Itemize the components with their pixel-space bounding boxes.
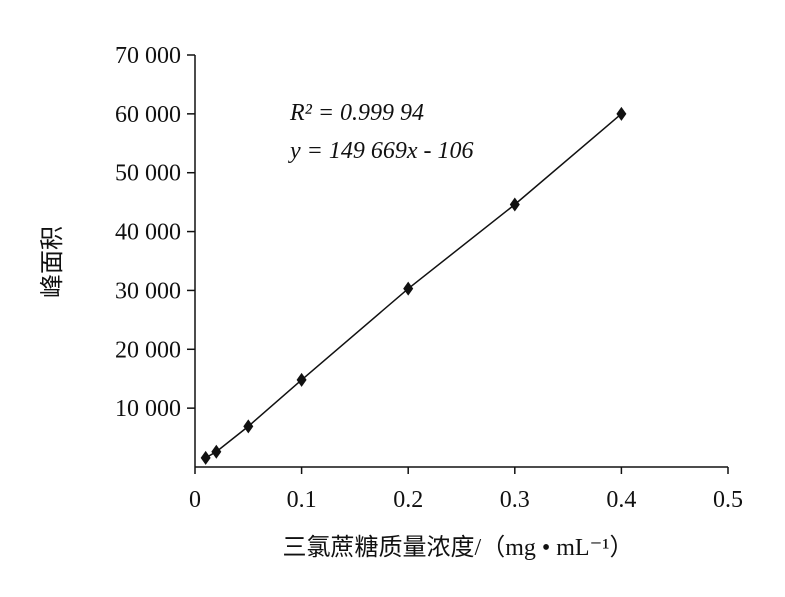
fit-line (205, 113, 622, 459)
x-tick-label: 0.3 (500, 487, 530, 513)
x-tick-label: 0 (189, 487, 201, 513)
point (616, 106, 627, 121)
x-tick-label: 0.1 (287, 487, 317, 513)
point (403, 281, 414, 296)
y-tick-label: 60 000 (115, 102, 181, 128)
x-tick-label: 0.4 (606, 487, 636, 513)
point (296, 372, 307, 387)
point (243, 419, 254, 434)
y-tick-label: 10 000 (115, 396, 181, 422)
point (211, 444, 222, 459)
x-tick-label: 0.2 (393, 487, 423, 513)
y-tick-label: 20 000 (115, 337, 181, 363)
x-axis-label: 三氯蔗糖质量浓度/（mg • mL⁻¹） (283, 534, 634, 561)
y-tick-label: 70 000 (115, 43, 181, 69)
x-tick-label: 0.5 (713, 487, 743, 513)
y-tick-label: 40 000 (115, 220, 181, 246)
annotation: R² = 0.999 94 (289, 100, 424, 126)
y-tick-label: 50 000 (115, 161, 181, 187)
y-axis-label: 峰面积 (39, 226, 66, 298)
point (509, 197, 520, 212)
y-tick-label: 30 000 (115, 278, 181, 304)
point (200, 450, 211, 465)
annotation: y = 149 669x - 106 (288, 138, 474, 164)
